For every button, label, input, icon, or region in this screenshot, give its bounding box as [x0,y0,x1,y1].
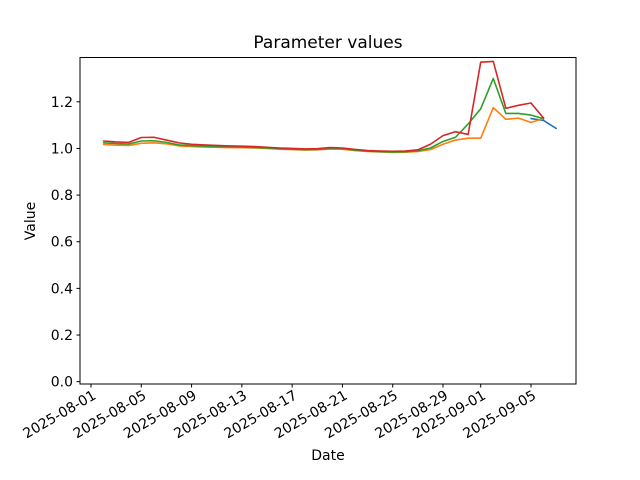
y-tick-label: 0.8 [51,188,73,204]
y-tick-label: 0.2 [51,328,73,344]
series-blue-line [530,117,557,130]
y-tick-label: 1.2 [51,95,73,111]
y-tick-label: 0.0 [51,375,73,391]
y-tick-label: 0.6 [51,235,73,251]
series-red-line [102,60,545,153]
plot-area [79,57,577,385]
y-tick-label: 1.0 [51,141,73,157]
chart-title: Parameter values [253,33,403,53]
y-axis-label: Value [23,201,39,241]
y-tick-label: 0.4 [51,281,73,297]
x-axis-label: Date [311,448,345,464]
